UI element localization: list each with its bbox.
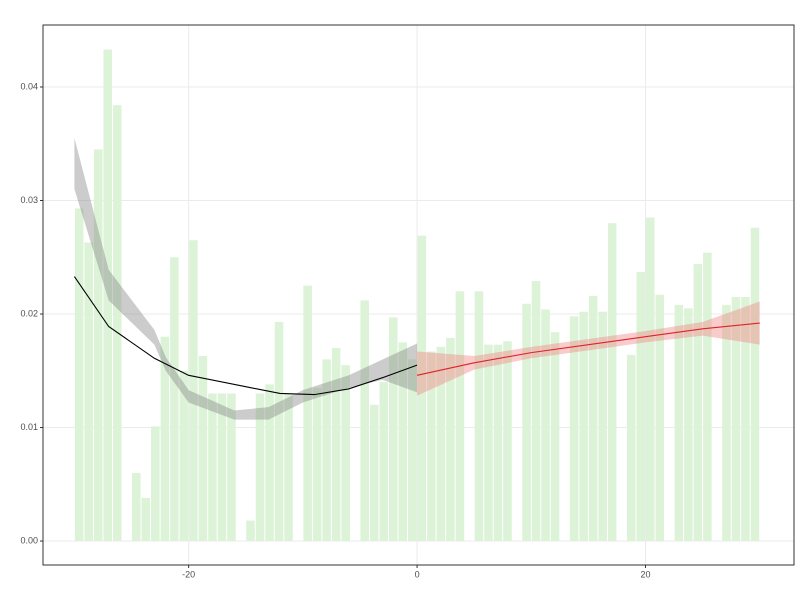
histogram-bar	[484, 344, 493, 542]
histogram-bar	[731, 296, 741, 542]
histogram-bar	[93, 149, 103, 542]
histogram-bar	[74, 208, 84, 542]
histogram-bar	[579, 311, 588, 542]
histogram-bar	[436, 346, 446, 542]
histogram-bar	[284, 393, 293, 542]
histogram-bar	[588, 295, 598, 542]
histogram-bar	[265, 384, 274, 542]
histogram-bar	[417, 235, 427, 542]
histogram-bar	[189, 240, 198, 542]
histogram-bar	[379, 382, 389, 542]
histogram-bar	[103, 49, 112, 542]
histogram-bar	[636, 272, 646, 542]
histogram-bar	[112, 105, 122, 542]
histogram-bar	[208, 393, 217, 542]
histogram-bar	[446, 337, 455, 542]
histogram-bar	[607, 223, 617, 542]
histogram-bar	[598, 311, 607, 542]
histogram-bar	[455, 291, 465, 542]
histogram-bar	[531, 281, 541, 542]
histogram-bar	[369, 404, 379, 542]
histogram-bar	[170, 257, 179, 542]
histogram-bar	[741, 296, 750, 542]
histogram-bar	[274, 321, 284, 542]
histogram-bar	[408, 359, 417, 542]
histogram-bar	[246, 520, 255, 542]
y-tick-label: 0.03	[20, 195, 38, 205]
histogram-bar	[132, 472, 141, 542]
histogram-bar	[674, 304, 684, 542]
histogram-bar	[322, 359, 331, 542]
histogram-bar	[427, 351, 436, 542]
confidence-band	[417, 301, 760, 396]
histogram-bar	[160, 336, 170, 542]
histogram-bar	[179, 370, 189, 542]
y-tick-label: 0.04	[20, 81, 38, 91]
histogram-bar	[341, 365, 350, 542]
histogram-bar	[255, 393, 265, 542]
histogram-bar	[550, 332, 560, 542]
histogram-bar	[722, 304, 731, 542]
histogram-bar	[141, 497, 151, 542]
histogram-bar	[84, 242, 93, 542]
histogram-bar	[684, 308, 693, 542]
histogram-bar	[646, 217, 655, 542]
histogram-bar	[503, 341, 512, 542]
histogram-bar	[493, 344, 503, 542]
smooth-line	[416, 322, 760, 376]
histogram-bar	[151, 426, 160, 542]
histogram-bar	[389, 317, 398, 542]
histogram-bar	[750, 227, 760, 542]
histogram-bar	[626, 354, 636, 542]
y-tick-label: 0.01	[20, 422, 38, 432]
histogram-bar	[198, 356, 208, 542]
smooth-line	[73, 276, 418, 396]
x-tick-label: 20	[641, 569, 651, 579]
histogram-bar	[360, 300, 369, 542]
confidence-band	[74, 138, 418, 420]
histogram-bar	[474, 291, 484, 542]
histogram-bar	[569, 316, 579, 542]
histogram-bar	[541, 309, 550, 542]
x-tick-label: -20	[182, 569, 195, 579]
histogram-bar	[398, 342, 408, 542]
histogram-bar	[522, 303, 531, 542]
histogram-bar	[217, 393, 227, 542]
x-tick-label: 0	[415, 569, 420, 579]
histogram-bar	[331, 348, 341, 542]
panel-border	[42, 24, 795, 566]
histogram-bar	[703, 252, 712, 542]
histogram-bar	[312, 387, 322, 542]
histogram-bar	[655, 294, 665, 542]
y-tick-label: 0.00	[20, 535, 38, 545]
histogram-bar	[303, 285, 312, 542]
histogram-bar	[693, 264, 703, 542]
histogram-bar	[227, 393, 236, 542]
y-tick-label: 0.02	[20, 308, 38, 318]
